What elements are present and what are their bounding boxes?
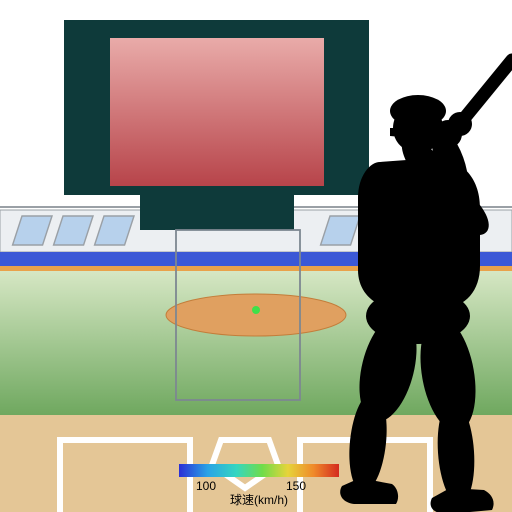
speed-tick-label: 100 (196, 479, 216, 493)
speed-legend-title: 球速(km/h) (230, 493, 288, 507)
pitching-rubber (252, 306, 260, 314)
speed-tick-label: 150 (286, 479, 306, 493)
scoreboard-base (140, 195, 294, 230)
scoreboard-screen (110, 38, 324, 186)
speed-colorbar (179, 464, 339, 477)
pitchers-mound (166, 294, 346, 336)
